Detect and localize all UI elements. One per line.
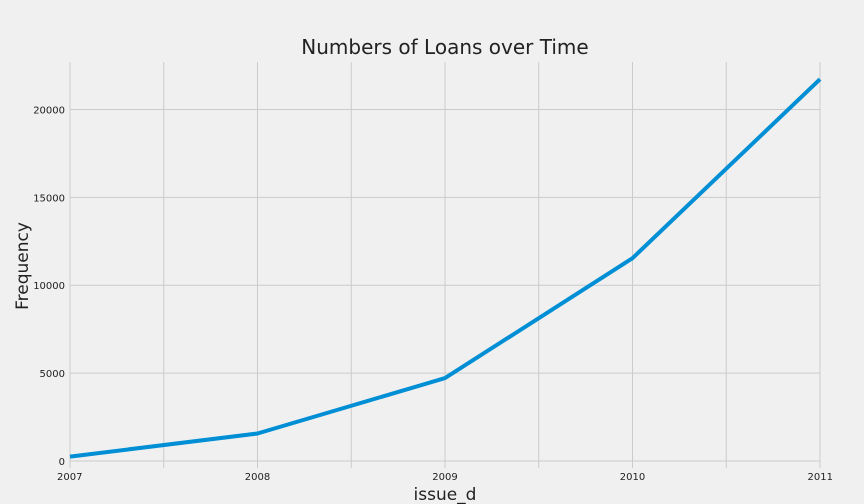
x-tick-label: 2007 — [57, 472, 82, 483]
y-axis-label: Frequency — [13, 222, 33, 310]
x-tick-label: 2009 — [432, 472, 457, 483]
y-tick-label: 20000 — [33, 105, 65, 116]
grid-layer — [69, 62, 821, 468]
y-tick-label: 0 — [59, 457, 65, 468]
chart-title: Numbers of Loans over Time — [301, 35, 588, 59]
x-tick-label: 2011 — [808, 472, 833, 483]
y-tick-label: 10000 — [33, 281, 65, 292]
series-line — [69, 77, 822, 459]
x-tick-labels: 2007 2008 2009 2010 2011 — [57, 472, 833, 483]
x-tick-label: 2010 — [620, 472, 645, 483]
x-tick-label: 2008 — [245, 472, 270, 483]
y-tick-labels: 0 5000 10000 15000 20000 — [33, 105, 65, 468]
x-axis-label: issue_d — [414, 485, 477, 504]
y-tick-label: 15000 — [33, 193, 65, 204]
y-tick-label: 5000 — [40, 369, 65, 380]
